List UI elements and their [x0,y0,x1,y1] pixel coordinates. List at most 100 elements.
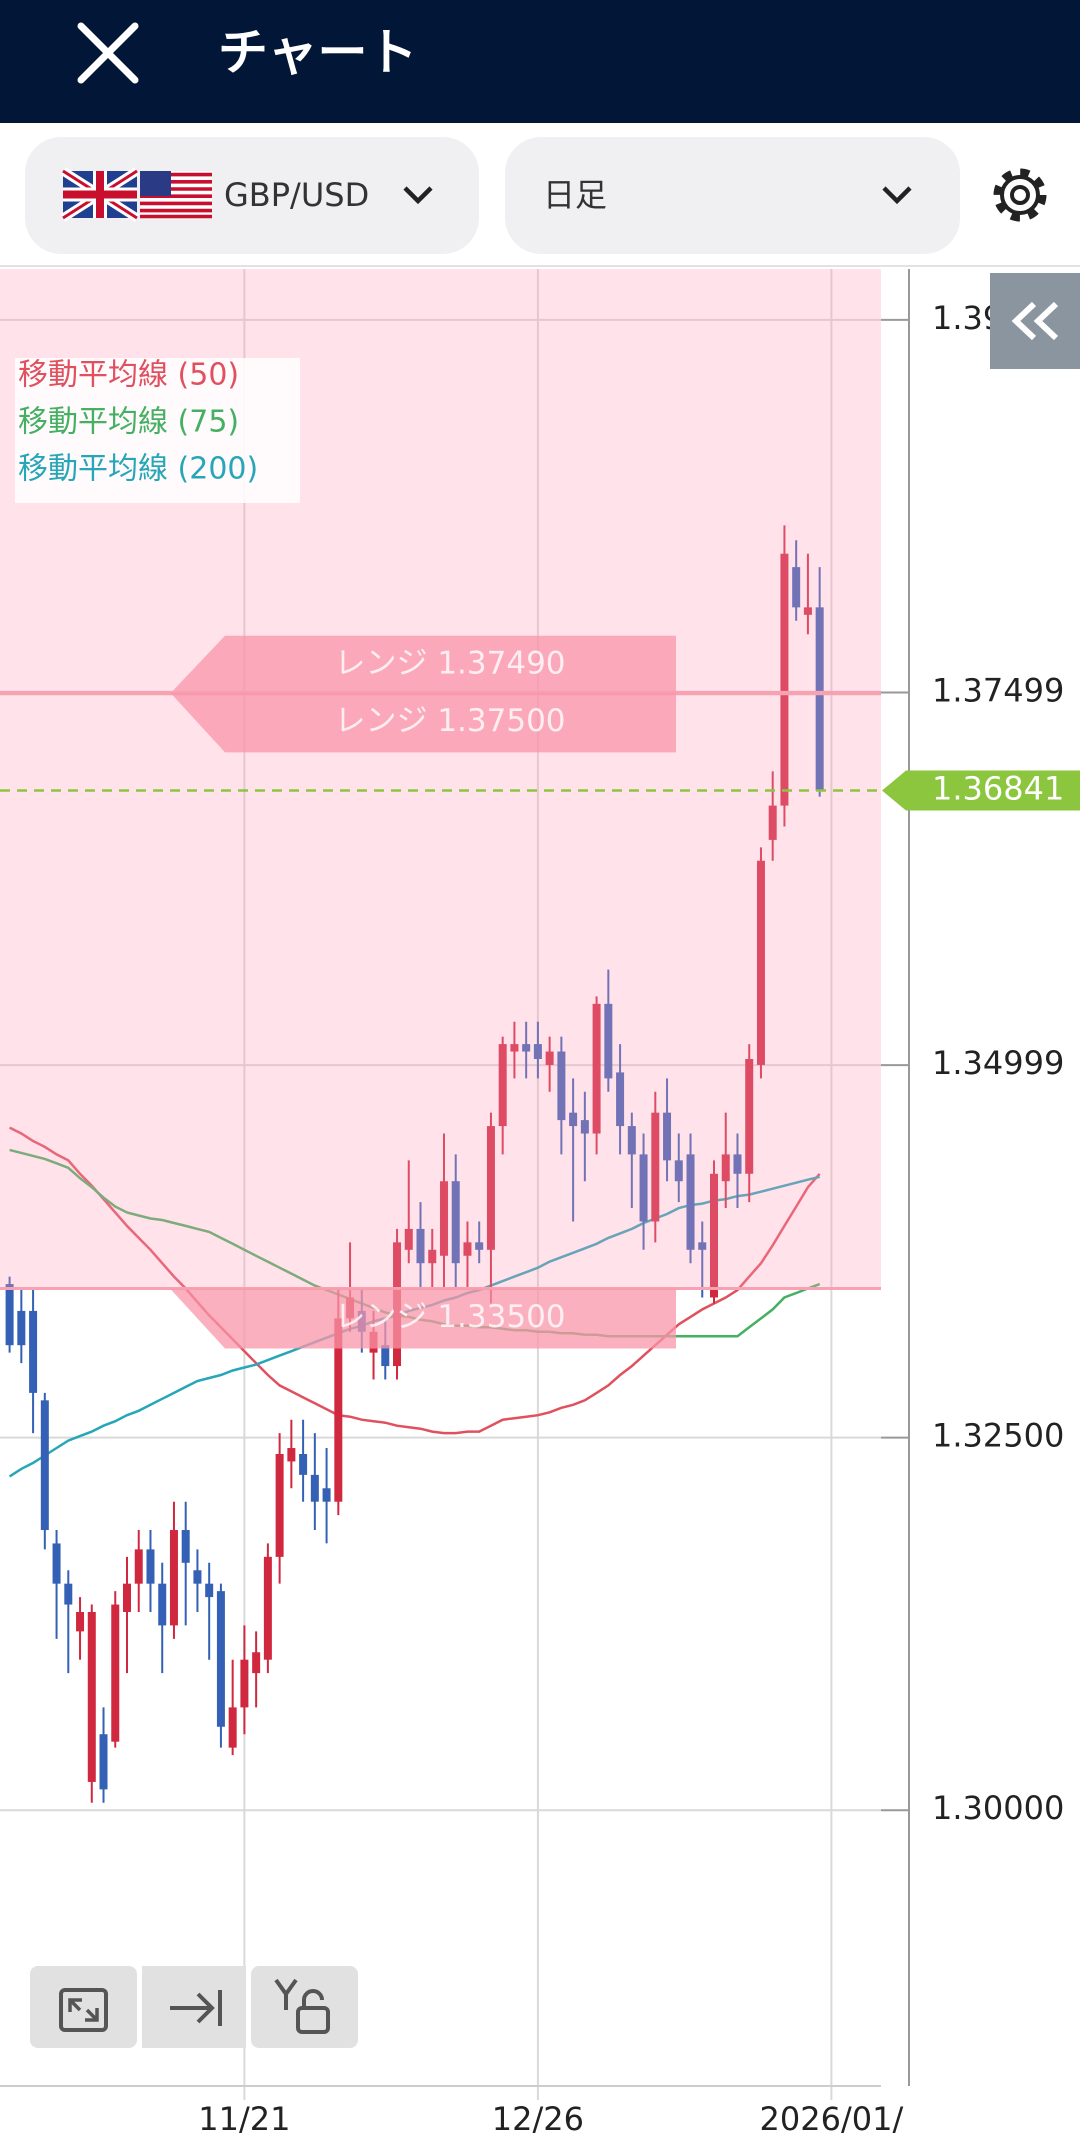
legend-entry: 移動平均線 (75) [18,405,239,440]
candle-body [698,1242,707,1250]
candle-body [99,1734,108,1790]
candle-body [158,1583,167,1626]
candle-body [663,1112,672,1161]
moving-average-line [9,1126,821,1435]
candle-body [146,1549,155,1584]
candle-body [193,1570,202,1584]
candle-body [815,607,824,791]
chevrons [1011,301,1059,341]
candle-body [616,1072,625,1127]
x-tick-label: 2026/01/ [760,2100,904,2138]
candle-body [322,1488,331,1502]
close-icon [77,22,139,84]
candle-body [428,1249,437,1264]
icon [59,1988,108,2032]
candle-body [545,1051,554,1065]
toolbar [30,1966,358,2048]
candle-body [780,553,789,806]
pair-label: GBP/USD [224,176,369,214]
legend-box [15,358,300,503]
y-lock-button[interactable] [251,1966,358,2048]
candle-body [40,1400,49,1531]
candle-body [216,1591,225,1727]
candle-body [287,1448,296,1462]
gear-teeth [993,168,1047,222]
candle-body [792,567,801,608]
candle-body [604,1003,613,1079]
candle-body [498,1044,507,1127]
candle-body [310,1474,319,1502]
candle-body [686,1154,695,1250]
legend-entry: 移動平均線 (200) [18,452,258,487]
range-label: レンジ 1.37490 [334,645,565,681]
candle-body [533,1044,542,1059]
uk-flag [60,167,140,222]
candle-body [123,1583,131,1612]
candle-body [592,1003,601,1134]
candle-body [569,1112,578,1127]
latest-button[interactable] [142,1966,246,2048]
chart: 1.399991.374991.349991.325001.3000011/21… [0,269,1080,2138]
candle-body [169,1530,178,1626]
candle-body [733,1154,742,1174]
icon [302,1989,324,2008]
candle-body [416,1228,425,1264]
candle-body [510,1044,519,1052]
candle-body [252,1652,261,1674]
candle-body [76,1612,85,1632]
candle-body [228,1707,237,1748]
icon [68,1998,99,2022]
candle-body [674,1160,683,1182]
candle-body [5,1284,14,1346]
candle-body [639,1154,648,1222]
candle-body [439,1181,448,1256]
candle-body [475,1242,484,1250]
close-button[interactable] [77,22,139,84]
button-bg [30,1966,137,2048]
x-tick-label: 12/26 [492,2100,584,2138]
y-tick-label: 1.37499 [932,671,1064,709]
x-tick-label: 11/21 [198,2100,290,2138]
settings-button[interactable] [993,168,1047,222]
candle-body [111,1604,120,1742]
us-flag [140,171,212,219]
range-label-box [170,692,676,753]
candle-body [768,805,777,840]
gear-hole [1010,185,1030,205]
y-tick-label: 1.30000 [932,1789,1064,1827]
gear-body [1000,175,1040,215]
y-tick-label: 1.34999 [932,1044,1064,1082]
candle-body [87,1612,96,1782]
candle-body [721,1154,730,1182]
candle-body [52,1543,61,1584]
timeframe-selector[interactable]: 日足 [505,137,960,254]
range-label-box [170,635,676,694]
range-label: レンジ 1.33500 [334,1299,565,1335]
candle-body [240,1659,249,1708]
candle-body [463,1242,472,1256]
candle-body [404,1228,413,1250]
candle-body [580,1120,589,1134]
icon [274,1978,298,2010]
candle-body [803,607,812,615]
candle-body [557,1051,566,1121]
legend-entry: 移動平均線 (50) [18,358,239,393]
pair-selector[interactable]: GBP/USD [25,137,479,254]
icon [170,1990,222,2026]
candle-body [710,1173,718,1298]
pill [25,137,479,254]
candle-body [334,1318,343,1502]
candle-body [134,1549,143,1584]
candle-body [756,860,765,1065]
candle-body [263,1556,272,1660]
fit-button[interactable] [30,1966,137,2048]
collapse-button[interactable] [990,273,1080,369]
current-price-tag [882,770,1080,811]
candle-body [381,1345,390,1367]
candle-body [522,1044,531,1052]
header-bar [0,0,1080,123]
timeframe-label: 日足 [543,176,607,214]
icon [296,2006,330,2034]
